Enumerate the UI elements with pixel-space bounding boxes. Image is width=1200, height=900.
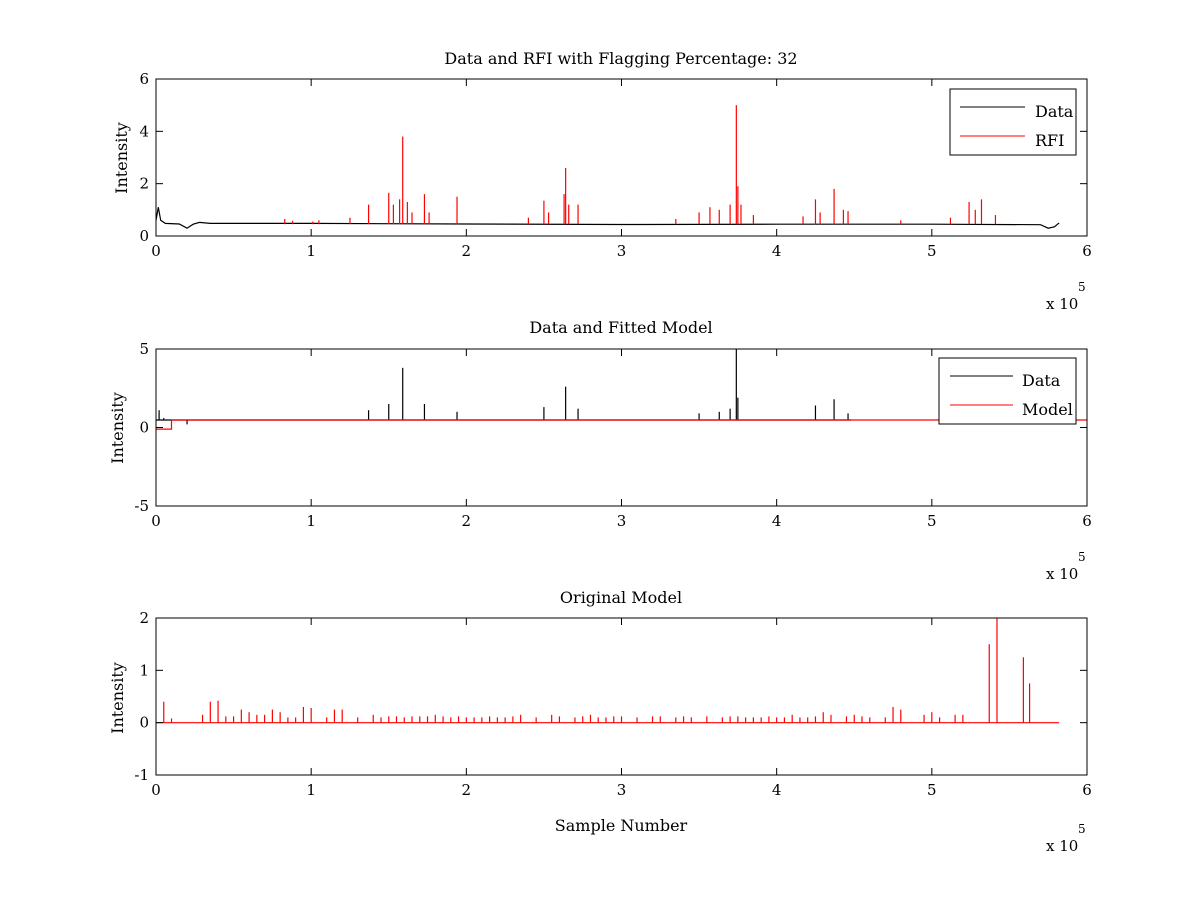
panel-2-y-tick-label: 0 — [139, 419, 149, 437]
panel-1-x-tick-label: 3 — [617, 242, 627, 260]
panel-1-title: Data and RFI with Flagging Percentage: 3… — [444, 49, 797, 68]
panel-3-x-multiplier: x 10 — [1046, 837, 1078, 855]
panel-2-x-tick-label: 6 — [1082, 512, 1092, 530]
panel-1-series-group — [155, 105, 1060, 229]
panel-2-x-tick-label: 2 — [462, 512, 472, 530]
panel-2-x-multiplier: x 10 — [1046, 565, 1078, 583]
panel-1-y-tick-label: 2 — [139, 175, 149, 193]
panel-1-legend-label-rfi: RFI — [1035, 131, 1064, 150]
panel-3-x-tick-label: 5 — [927, 781, 937, 799]
panel-1-x-multiplier: x 10 — [1046, 295, 1078, 313]
panel-2-legend-label-model: Model — [1022, 400, 1073, 419]
panel-1-y-tick-label: 6 — [139, 70, 149, 88]
panel-3-x-axis-label: Sample Number — [555, 816, 688, 835]
panel-2-y-tick-label: 5 — [139, 340, 149, 358]
panel-3-y-tick-label: 1 — [139, 661, 149, 679]
panel-1-x-tick-label: 5 — [927, 242, 937, 260]
panel-1-x-tick-label: 6 — [1082, 242, 1092, 260]
panel-1-x-tick-label: 2 — [462, 242, 472, 260]
panel-1-y-axis-label: Intensity — [112, 122, 131, 194]
panel-1-data-line — [155, 207, 1060, 229]
panel-2-legend: Data Model — [938, 357, 1077, 425]
panel-1-y-tick-label: 4 — [139, 122, 149, 140]
panel-3-x-tick-label: 4 — [772, 781, 782, 799]
panel-1-legend: Data RFI — [949, 88, 1077, 156]
panel-1-x-multiplier-exponent: 5 — [1078, 280, 1086, 294]
panel-2-legend-box — [938, 357, 1077, 425]
panel-1-x-tick-label: 0 — [151, 242, 161, 260]
panel-2-x-tick-label: 3 — [617, 512, 627, 530]
panel-3-x-tick-label: 1 — [306, 781, 316, 799]
panel-1-plot: 0 1 2 3 4 5 6 0 2 4 6 — [139, 70, 1091, 260]
panel-1: Data and RFI with Flagging Percentage: 3… — [112, 49, 1092, 313]
panel-3-y-axis-label: Intensity — [108, 662, 127, 734]
panel-1-x-tick-label: 4 — [772, 242, 782, 260]
panel-1-y-tick-label: 0 — [139, 227, 149, 245]
panel-3-y-tick-label: 0 — [139, 714, 149, 732]
panel-3-y-tick-label: 2 — [139, 609, 149, 627]
panel-3-series-group — [156, 618, 1060, 724]
panel-3-x-tick-label: 6 — [1082, 781, 1092, 799]
panel-2: Data and Fitted Model 0 1 2 3 4 5 6-505 Intens… — [108, 318, 1092, 583]
panel-2-x-tick-label: 5 — [927, 512, 937, 530]
panel-2-title: Data and Fitted Model — [529, 318, 712, 337]
panel-3-x-tick-label: 3 — [617, 781, 627, 799]
panel-2-y-axis-label: Intensity — [108, 392, 127, 464]
panel-2-x-tick-label: 1 — [306, 512, 316, 530]
panel-3-x-tick-label: 2 — [462, 781, 472, 799]
panel-2-legend-label-data: Data — [1022, 371, 1061, 390]
panel-2-y-tick-label: -5 — [134, 497, 149, 515]
panel-3-y-tick-label: -1 — [134, 766, 149, 784]
panel-3-x-tick-label: 0 — [151, 781, 161, 799]
panel-2-series-group — [156, 349, 1087, 430]
panel-1-x-tick-label: 1 — [306, 242, 316, 260]
panel-3-x-multiplier-exponent: 5 — [1078, 822, 1086, 836]
panel-1-legend-box — [949, 88, 1077, 156]
panel-2-plot: 0 1 2 3 4 5 6-505 — [134, 340, 1091, 530]
panel-2-x-tick-label: 0 — [151, 512, 161, 530]
panel-3-title: Original Model — [560, 588, 682, 607]
panel-1-legend-label-data: Data — [1035, 102, 1074, 121]
panel-2-x-tick-label: 4 — [772, 512, 782, 530]
panel-2-model-line — [156, 419, 1087, 430]
panel-2-x-multiplier-exponent: 5 — [1078, 550, 1086, 564]
